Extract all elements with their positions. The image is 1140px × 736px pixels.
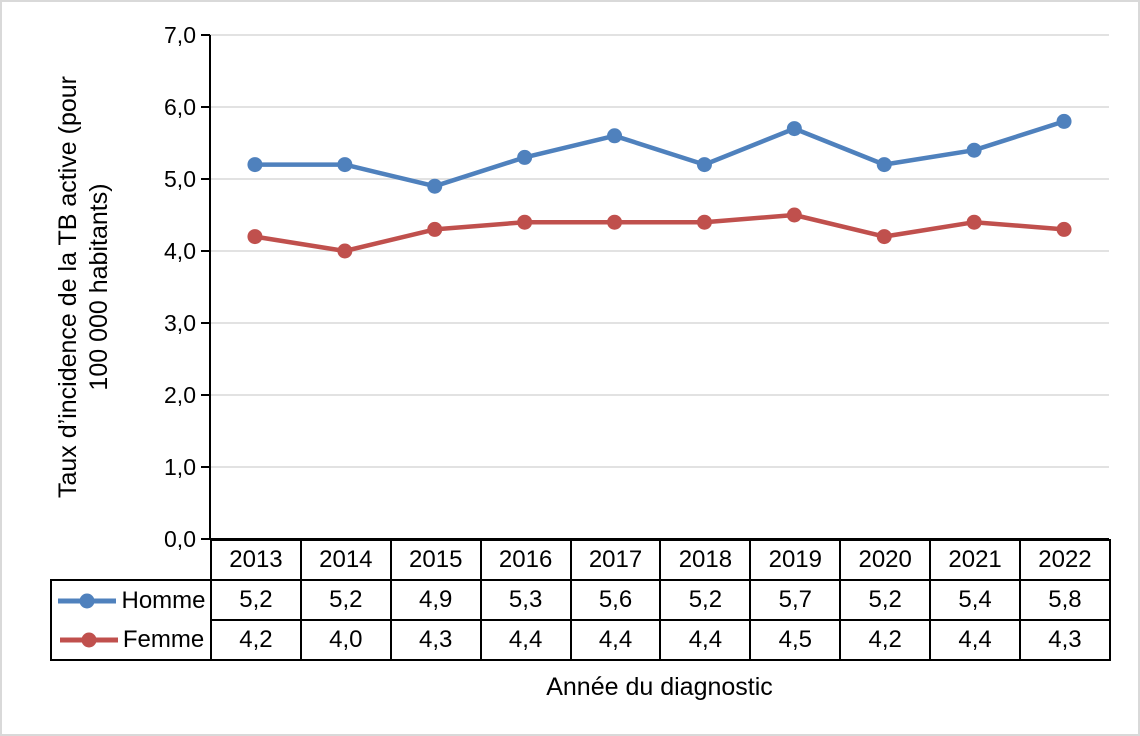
- year-header-row: 2013 2014 2015 2016 2017 2018 2019 2020 2021 2022: [51, 539, 1111, 581]
- value-cell-femme: 4,4: [569, 619, 662, 661]
- y-axis-title-line1: Taux d’incidence de la TB active (pour: [54, 76, 82, 498]
- year-header-cell: 2015: [389, 539, 482, 581]
- x-axis-title: Année du diagnostic: [546, 673, 773, 701]
- year-header-cell: 2018: [659, 539, 752, 581]
- y-tick-label: 6,0: [164, 94, 196, 120]
- data-point: [786, 121, 802, 137]
- y-tick-label: 2,0: [164, 382, 196, 408]
- y-tick-label: 5,0: [164, 166, 196, 192]
- data-point: [427, 178, 443, 194]
- data-point: [337, 243, 353, 259]
- y-tick-label: 1,0: [164, 454, 196, 480]
- y-tick-label: 4,0: [164, 238, 196, 264]
- data-point: [247, 229, 263, 245]
- value-cell-homme: 5,3: [479, 579, 572, 621]
- data-point: [247, 157, 263, 173]
- data-point: [696, 157, 712, 173]
- data-point: [966, 142, 982, 158]
- data-point: [786, 207, 802, 223]
- femme-line-marker-icon: [59, 632, 118, 647]
- data-point: [876, 157, 892, 173]
- value-cell-homme: 5,6: [569, 579, 662, 621]
- data-point: [1056, 113, 1072, 129]
- data-point: [966, 214, 982, 230]
- data-point: [517, 214, 533, 230]
- data-point: [607, 128, 623, 144]
- value-cell-homme: 5,7: [749, 579, 842, 621]
- y-tick-label: 3,0: [164, 310, 196, 336]
- series-row-homme: Homme 5,2 5,2 4,9 5,3 5,6 5,2 5,7 5,2 5,4 5,8: [50, 579, 1111, 621]
- data-point: [876, 229, 892, 245]
- series-femme: [247, 207, 1072, 259]
- series-line: [252, 212, 1067, 254]
- year-header-cell: 2022: [1019, 539, 1111, 581]
- year-header-cell: 2013: [210, 539, 302, 581]
- legend-item-homme: Homme: [50, 579, 212, 620]
- data-point: [427, 221, 443, 237]
- data-point: [337, 157, 353, 173]
- year-header-cell: 2020: [839, 539, 932, 581]
- y-tick-label: 7,0: [164, 22, 196, 48]
- y-tick-label: 0,0: [164, 526, 196, 552]
- series-row-femme: Femme 4,2 4,0 4,3 4,4 4,4 4,4 4,5 4,2 4,4 4,3: [50, 619, 1111, 661]
- value-cell-femme: 4,0: [299, 619, 392, 661]
- value-cell-femme: 4,3: [389, 619, 482, 661]
- data-point: [517, 149, 533, 165]
- year-header-cell: 2021: [929, 539, 1022, 581]
- data-point: [696, 214, 712, 230]
- value-cell-femme: 4,4: [659, 619, 752, 661]
- value-cell-homme: 5,2: [839, 579, 932, 621]
- data-point: [1056, 221, 1072, 237]
- y-axis-title-line2: 100 000 habitants): [85, 183, 113, 391]
- legend-item-femme: Femme: [50, 620, 212, 661]
- y-axis-title: Taux d’incidence de la TB active (pour 1…: [53, 7, 115, 567]
- value-cell-femme: 4,5: [749, 619, 842, 661]
- table-corner-blank: [51, 540, 211, 580]
- value-cell-homme: 5,4: [929, 579, 1022, 621]
- series-line: [252, 119, 1067, 189]
- value-cell-homme: 5,8: [1019, 579, 1111, 621]
- data-point: [607, 214, 623, 230]
- year-header-cell: 2017: [569, 539, 662, 581]
- value-cell-femme: 4,4: [929, 619, 1022, 661]
- value-cell-femme: 4,2: [839, 619, 932, 661]
- value-cell-homme: 4,9: [389, 579, 482, 621]
- value-cell-femme: 4,2: [210, 619, 302, 661]
- year-header-cell: 2019: [749, 539, 842, 581]
- value-cell-homme: 5,2: [659, 579, 752, 621]
- year-header-cell: 2016: [479, 539, 572, 581]
- series-homme: [247, 113, 1072, 194]
- value-cell-femme: 4,3: [1019, 619, 1111, 661]
- homme-line-marker-icon: [58, 593, 117, 608]
- value-cell-homme: 5,2: [299, 579, 392, 621]
- legend-label: Homme: [121, 586, 206, 614]
- year-header-cell: 2014: [299, 539, 392, 581]
- data-table: 2013 2014 2015 2016 2017 2018 2019 2020 2021 2022…: [50, 539, 1111, 661]
- value-cell-homme: 5,2: [210, 579, 302, 621]
- legend-label: Femme: [122, 625, 205, 653]
- value-cell-femme: 4,4: [479, 619, 572, 661]
